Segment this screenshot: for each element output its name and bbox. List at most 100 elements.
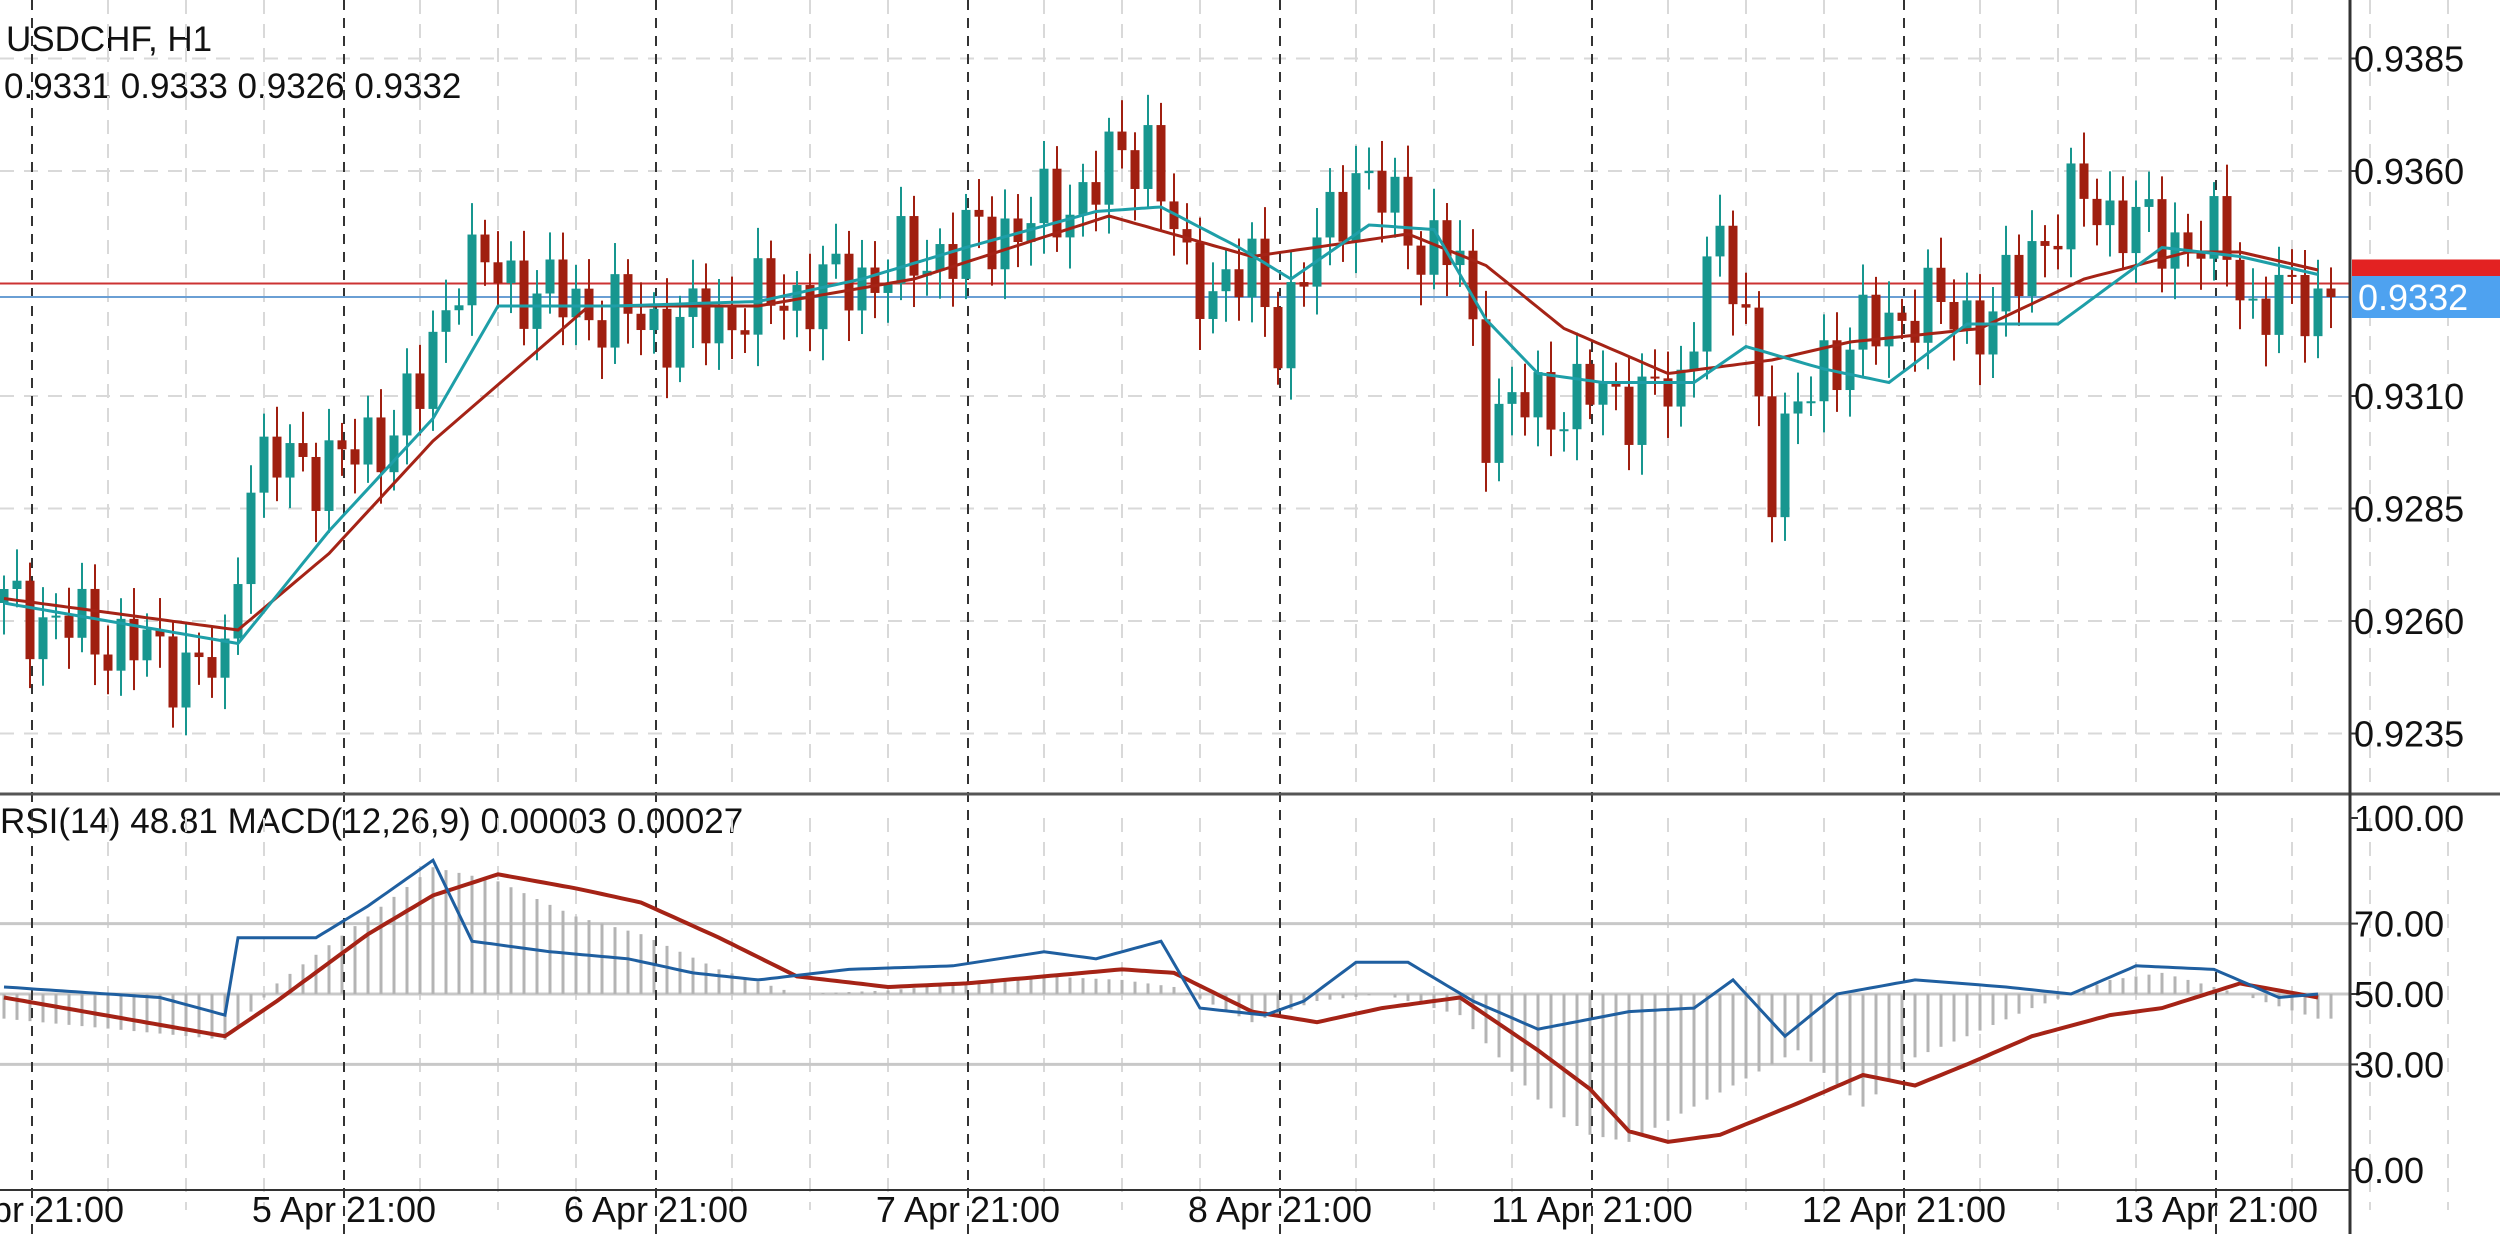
price-tick-label: 0.9285 — [2354, 489, 2464, 530]
candle-body — [1923, 267, 1933, 343]
candle — [1520, 363, 1530, 436]
indicator-title: RSI(14) 48.81 MACD(12,26,9) 0.00003 0.00… — [0, 802, 744, 841]
candle-body — [428, 331, 438, 409]
candle-body — [1728, 225, 1738, 305]
candle — [1468, 229, 1478, 346]
indicator-tick-label: 70.00 — [2354, 904, 2444, 945]
candle — [922, 239, 932, 296]
candle-body — [1949, 301, 1959, 330]
candle — [1988, 286, 1998, 379]
candle-body — [2313, 288, 2323, 337]
candle — [597, 300, 607, 379]
candlesticks[interactable] — [0, 94, 2336, 736]
candle — [2287, 249, 2297, 304]
time-axis: 4 Apr 21:00 5 Apr 21:00 6 Apr 21:00 7 Apr 2… — [0, 1189, 2318, 1230]
candle-body — [1299, 282, 1309, 287]
candle-body — [636, 313, 646, 331]
candle-body — [1832, 340, 1842, 391]
candle-body — [77, 588, 87, 638]
candle-body — [376, 417, 386, 473]
candle-body — [2053, 245, 2063, 250]
candle — [831, 223, 841, 279]
candle — [350, 418, 360, 494]
candle-body — [1455, 250, 1465, 266]
candle-body — [1572, 363, 1582, 430]
candle-body — [649, 308, 659, 331]
candle-body — [1052, 168, 1062, 238]
candle — [1117, 100, 1127, 169]
candle — [480, 219, 490, 286]
time-tick-label: 4 Apr 21:00 — [0, 1189, 124, 1230]
time-tick-label: 11 Apr 21:00 — [1491, 1189, 1693, 1230]
candle-body — [779, 305, 789, 311]
candle-body — [1767, 396, 1777, 518]
candle — [1780, 392, 1790, 541]
candle-body — [0, 589, 9, 603]
candle-body — [1195, 242, 1205, 319]
candle — [1325, 168, 1335, 266]
candle-body — [701, 288, 711, 344]
candle — [649, 292, 659, 354]
candle-body — [571, 288, 581, 318]
candle-body — [584, 288, 594, 321]
candle — [753, 227, 763, 367]
candle — [2118, 176, 2128, 270]
candle-body — [1065, 214, 1075, 238]
candle — [1689, 322, 1699, 398]
candle-body — [2001, 254, 2011, 312]
candle — [194, 632, 204, 685]
candle — [2326, 267, 2336, 329]
time-tick-label: 7 Apr 21:00 — [876, 1189, 1060, 1230]
indicator-axis: 100.00 70.00 50.00 30.00 0.00 — [2350, 798, 2464, 1191]
candle — [623, 259, 633, 344]
candle-body — [2131, 206, 2141, 254]
candle-body — [12, 580, 22, 589]
candle-body — [1117, 131, 1127, 151]
candle — [675, 295, 685, 383]
candle — [1546, 341, 1556, 457]
candle-body — [1546, 372, 1556, 430]
candle — [1026, 196, 1036, 266]
candle-body — [129, 618, 139, 661]
candle-body — [2040, 241, 2050, 246]
candle-body — [1936, 267, 1946, 302]
candle — [1910, 289, 1920, 372]
candle — [662, 278, 672, 399]
candle-body — [1533, 372, 1543, 418]
candle-body — [285, 443, 295, 478]
candle — [1338, 165, 1348, 262]
candle — [1065, 184, 1075, 269]
candle-body — [1260, 238, 1270, 308]
candle — [636, 282, 646, 356]
candle-body — [2287, 274, 2297, 277]
candle — [727, 276, 737, 360]
candle-body — [441, 310, 451, 332]
candle-body — [2300, 274, 2310, 337]
candle — [2300, 249, 2310, 363]
time-tick-label: 13 Apr 21:00 — [2114, 1189, 2318, 1230]
candle-body — [1611, 381, 1621, 387]
candle-body — [1871, 294, 1881, 347]
candle-body — [1351, 173, 1361, 242]
candle — [1273, 291, 1283, 385]
candle — [506, 241, 516, 314]
candle — [389, 409, 399, 491]
candle — [1884, 281, 1894, 378]
candle-body — [2014, 254, 2024, 297]
candle-body — [1325, 191, 1335, 238]
candle-body — [675, 316, 685, 368]
indicator-tick-label: 50.00 — [2354, 974, 2444, 1015]
candle-body — [870, 267, 880, 293]
candle-body — [2274, 274, 2284, 335]
candle-body — [1078, 182, 1088, 215]
candle — [779, 274, 789, 340]
candle — [1507, 366, 1517, 436]
candle — [740, 308, 750, 354]
candle — [129, 588, 139, 691]
candle-body — [623, 274, 633, 314]
candle — [1494, 378, 1504, 482]
candle-body — [1780, 413, 1790, 518]
indicator-tick-label: 100.00 — [2354, 798, 2464, 839]
candle — [272, 406, 282, 502]
